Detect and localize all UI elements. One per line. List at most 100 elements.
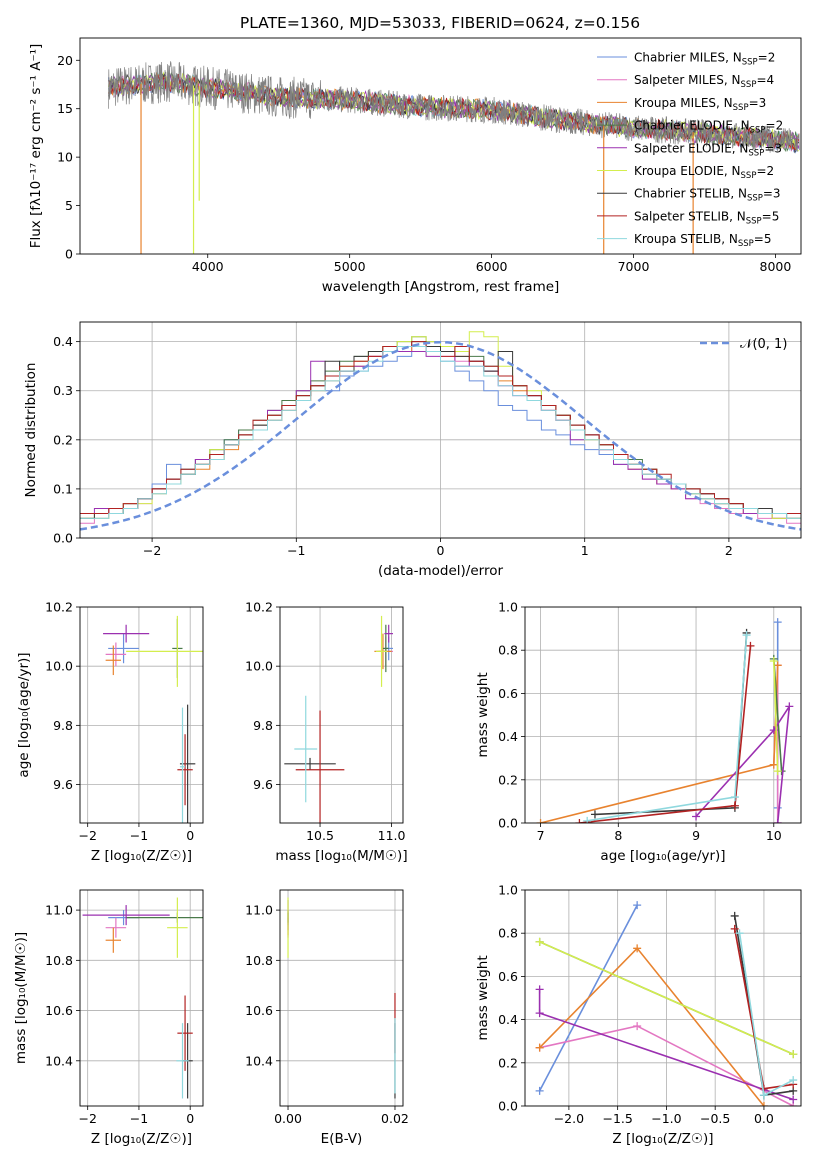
spectrum-data-line <box>108 61 800 153</box>
x-axis-label: (data-model)/error <box>378 563 504 579</box>
x-axis-label: wavelength [Angstrom, rest frame] <box>322 279 560 295</box>
mass-weight-marker <box>785 702 794 711</box>
x-tick-label: 8 <box>614 828 622 843</box>
y-axis-label: mass weight <box>475 672 491 757</box>
y-tick-label: 10.6 <box>245 1003 273 1018</box>
y-tick-label: 0.6 <box>498 969 518 984</box>
x-tick-label: 10 <box>766 828 782 843</box>
y-tick-label: 10.2 <box>45 600 73 615</box>
y-tick-label: 0.2 <box>498 1055 518 1070</box>
panel-mass_weight_vs_age: 7 8 9 10 0.0 0.2 0.4 0.6 0.8 1.0 age [log₁₀(age/yr… <box>475 600 802 864</box>
mass-weight-marker <box>536 819 545 823</box>
mass-weight-series <box>579 645 752 823</box>
x-tick-label: −2 <box>78 828 96 843</box>
mass-weight-marker <box>789 1050 798 1059</box>
mass-weight-marker <box>773 618 782 627</box>
legend-label: Salpeter ELODIE, NSSP=3 <box>634 141 782 158</box>
y-tick-label: 0 <box>65 247 73 262</box>
mass-weight-marker <box>633 944 642 953</box>
y-tick-label: 11.0 <box>45 903 73 918</box>
x-tick-label: 1 <box>581 543 589 558</box>
x-tick-label: 7 <box>537 828 545 843</box>
x-tick-label: 8000 <box>760 259 792 274</box>
y-tick-label: 10.0 <box>245 659 273 674</box>
axes-frame <box>79 321 802 539</box>
mass-weight-marker <box>735 929 744 938</box>
x-tick-label: 0.02 <box>381 1111 409 1126</box>
plot-area <box>280 890 403 1106</box>
y-tick-label: 1.0 <box>498 883 518 898</box>
plot-area <box>280 607 403 823</box>
y-tick-label: 0.2 <box>498 772 518 787</box>
mass-weight-series <box>738 933 794 1097</box>
mass-weight-marker <box>730 911 739 920</box>
x-tick-label: 0 <box>186 828 194 843</box>
y-tick-label: 10.6 <box>45 1003 73 1018</box>
x-tick-label: 2 <box>725 543 733 558</box>
y-tick-label: 0.6 <box>498 686 518 701</box>
legend-label: Kroupa STELIB, NSSP=5 <box>634 232 772 249</box>
panel-age_vs_mass: 10.5 11.0 9.6 9.8 10.0 10.2 mass [log₁₀(M/M☉)] <box>245 600 407 865</box>
mass-weight-series <box>695 705 791 823</box>
x-tick-label: 0 <box>437 543 445 558</box>
mass-weight-series <box>773 660 779 772</box>
x-axis-label: Z [log₁₀(Z/Z☉)] <box>91 848 192 864</box>
y-axis-label: mass [log₁₀(M/M☉)] <box>13 932 29 1064</box>
x-axis-label: Z [log₁₀(Z/Z☉)] <box>91 1131 192 1147</box>
y-tick-label: 0.4 <box>498 1012 518 1027</box>
x-tick-label: −1 <box>130 828 148 843</box>
mass-weight-marker <box>769 760 778 769</box>
panel-mass_weight_vs_Z: −2.0 −1.5 −1.0 −0.5 0.0 0.0 0.2 0.4 0.6 0.8 1.0 Z [… <box>475 883 802 1147</box>
y-axis-label: age [log₁₀(age/yr)] <box>16 652 32 777</box>
panel-mass_vs_Z: −2 −1 0 10.4 10.6 10.8 11.0 Z [log₁₀(Z/Z☉)] mass… <box>13 889 204 1147</box>
axes-frame <box>279 889 404 1107</box>
x-tick-label: 0.0 <box>754 1111 774 1126</box>
mass-weight-marker <box>633 1022 642 1031</box>
mass-weight-marker <box>583 816 592 823</box>
x-tick-label: −2.0 <box>554 1111 584 1126</box>
mass-weight-marker <box>730 924 739 933</box>
y-tick-label: 0.8 <box>498 926 518 941</box>
mass-weight-marker <box>759 1091 768 1100</box>
y-tick-label: 15 <box>57 101 73 116</box>
mass-weight-marker <box>535 1086 544 1095</box>
y-tick-label: 0.4 <box>498 729 518 744</box>
mass-weight-marker <box>590 810 599 819</box>
x-tick-label: 10.5 <box>306 828 334 843</box>
legend-label: Chabrier ELODIE, NSSP=2 <box>634 119 783 136</box>
x-tick-label: 5000 <box>334 259 366 274</box>
mass-weight-marker <box>730 793 739 802</box>
plot-area <box>80 890 203 1106</box>
legend-label: Chabrier MILES, NSSP=2 <box>634 51 775 68</box>
plot-area <box>80 607 203 823</box>
panel-age_vs_Z: −2 −1 0 9.6 9.8 10.0 10.2 Z [log₁₀(Z/Z☉)] age [l… <box>16 600 204 864</box>
axes-frame <box>524 889 802 1107</box>
y-tick-label: 10.4 <box>245 1053 273 1068</box>
axes-frame <box>524 606 802 824</box>
mass-weight-marker <box>535 937 544 946</box>
y-tick-label: 0.2 <box>53 432 73 447</box>
y-tick-label: 0.0 <box>498 816 518 831</box>
y-tick-label: 0.4 <box>53 334 73 349</box>
mass-weight-series <box>539 941 794 1055</box>
x-axis-label: age [log₁₀(age/yr)] <box>600 848 725 864</box>
y-tick-label: 5 <box>65 198 73 213</box>
y-axis-label: mass weight <box>475 955 491 1040</box>
mass-weight-marker <box>759 1102 768 1106</box>
mass-weight-marker <box>535 1009 544 1018</box>
plot-area <box>108 61 800 254</box>
mass-weight-marker <box>773 767 782 776</box>
panel-residual_histogram: −2 −1 0 1 2 0.0 0.1 0.2 0.3 0.4 (data-model)/error… <box>23 321 802 579</box>
mass-weight-marker <box>769 657 778 665</box>
y-tick-label: 10.4 <box>45 1053 73 1068</box>
x-tick-label: −0.5 <box>700 1111 730 1126</box>
y-tick-label: 0.0 <box>498 1099 518 1114</box>
mass-weight-marker <box>730 801 739 810</box>
legend-label: Salpeter STELIB, NSSP=5 <box>634 209 779 226</box>
axes-frame <box>79 606 204 824</box>
histogram-series <box>80 346 801 519</box>
x-axis-label: mass [log₁₀(M/M☉)] <box>275 848 407 864</box>
y-tick-label: 0.0 <box>53 531 73 546</box>
y-tick-label: 20 <box>57 53 73 68</box>
